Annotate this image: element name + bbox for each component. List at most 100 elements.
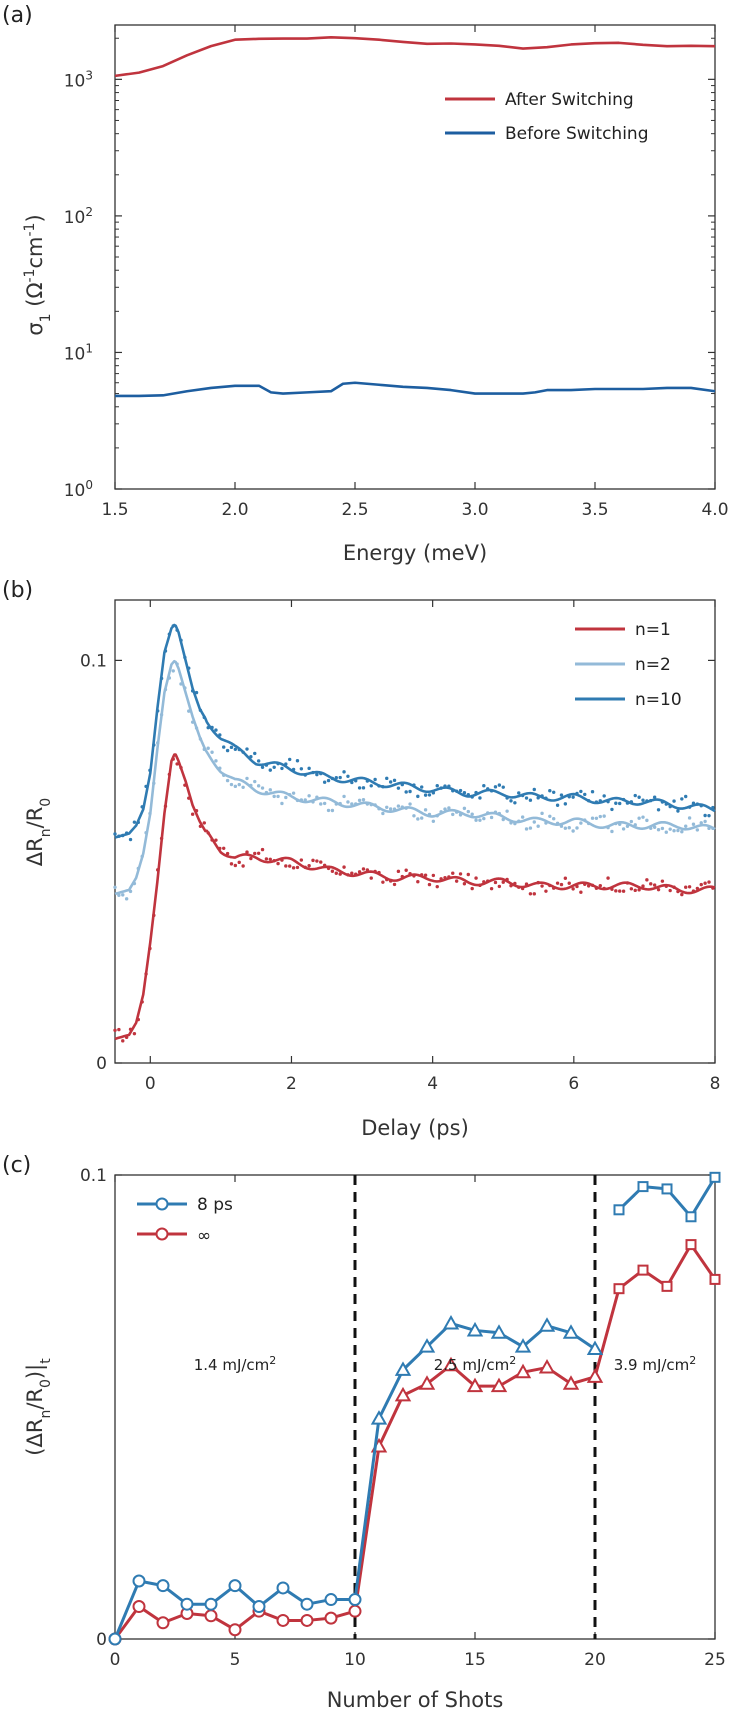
data-point-n-10	[260, 765, 265, 769]
marker-infinity	[132, 1600, 146, 1614]
data-point-n-2	[548, 814, 552, 818]
data-point-n-2	[575, 826, 579, 830]
marker-infinity	[709, 1273, 721, 1285]
data-point-n-10	[346, 774, 350, 778]
data-point-n-1	[256, 851, 261, 855]
data-point-n-1	[462, 882, 467, 886]
data-point-n-10	[373, 777, 377, 782]
data-point-n-10	[482, 783, 486, 788]
data-point-n-2	[451, 812, 455, 817]
series-line-n-2	[114, 659, 716, 896]
data-point-n-2	[699, 821, 703, 825]
data-point-n-1	[544, 889, 548, 893]
marker-infinity	[685, 1239, 697, 1251]
y-tick-label: 0.1	[80, 1166, 107, 1186]
marker-8-ps	[709, 1171, 721, 1183]
data-point-n-10	[280, 766, 284, 771]
data-point-n-1	[369, 876, 373, 880]
data-point-n-10	[307, 766, 311, 771]
data-point-n-10	[408, 789, 412, 794]
data-point-n-2	[396, 804, 401, 808]
data-point-n-10	[552, 790, 556, 794]
marker-infinity	[324, 1611, 338, 1625]
marker-8-ps	[156, 1579, 170, 1593]
x-tick-label: 2.0	[221, 500, 248, 520]
data-point-n-2	[272, 794, 276, 799]
series-line-8-ps	[617, 1176, 717, 1219]
data-point-n-10	[656, 808, 661, 812]
data-point-n-10	[641, 798, 645, 802]
marker-infinity	[562, 1375, 580, 1390]
data-point-n-10	[272, 765, 276, 769]
marker-infinity	[661, 1280, 673, 1292]
data-point-n-2	[466, 809, 470, 814]
data-point-n-2	[291, 791, 296, 795]
y-tick-label: 101	[64, 341, 93, 364]
data-point-n-10	[497, 783, 502, 787]
data-point-n-1	[381, 880, 385, 884]
data-point-n-10	[288, 757, 292, 762]
legend-label-infinity: ∞	[197, 1226, 211, 1246]
marker-8-ps	[586, 1340, 604, 1355]
data-point-n-10	[610, 807, 614, 812]
data-point-n-2	[256, 784, 261, 788]
data-point-n-10	[334, 776, 338, 780]
data-point-n-2	[579, 821, 583, 825]
panel-c-xlabel: Number of Shots	[327, 1688, 504, 1712]
data-point-n-2	[245, 776, 249, 781]
data-point-n-10	[513, 801, 517, 805]
data-point-n-2	[590, 816, 595, 820]
legend-label-8ps: 8 ps	[197, 1195, 233, 1215]
data-point-n-2	[381, 811, 385, 816]
x-tick-label: 4.0	[701, 500, 728, 520]
data-point-n-2	[229, 782, 234, 787]
data-point-n-10	[128, 837, 133, 842]
data-point-n-10	[342, 770, 346, 774]
data-point-n-1	[249, 856, 253, 861]
data-point-n-2	[431, 819, 436, 823]
data-point-n-10	[214, 728, 218, 732]
data-point-n-1	[132, 1031, 137, 1036]
data-point-n-1	[431, 873, 436, 878]
panel-c-legend: 8 ps ∞	[137, 1195, 233, 1246]
data-point-n-1	[334, 871, 338, 875]
data-point-n-10	[680, 797, 684, 801]
data-point-n-1	[629, 887, 634, 891]
data-point-n-1	[540, 884, 544, 888]
data-point-n-1	[680, 892, 684, 897]
data-point-n-1	[361, 867, 366, 871]
data-point-n-10	[579, 789, 583, 794]
data-point-n-10	[396, 786, 401, 790]
panel-b-legend: n=1 n=2 n=10	[575, 620, 682, 710]
data-point-n-2	[416, 817, 420, 821]
data-point-n-1	[423, 873, 428, 877]
marker-infinity	[300, 1613, 314, 1627]
data-point-n-10	[322, 780, 327, 784]
data-point-n-2	[567, 826, 571, 830]
data-point-n-10	[637, 795, 641, 799]
data-point-n-1	[225, 851, 230, 856]
x-tick-label: 0	[145, 1074, 156, 1094]
legend-label-n1: n=1	[635, 620, 671, 640]
x-tick-label: 1.5	[101, 500, 128, 520]
data-point-n-2	[326, 808, 331, 813]
data-point-n-1	[435, 884, 439, 889]
data-point-n-10	[524, 796, 529, 800]
marker-infinity	[538, 1359, 556, 1374]
marker-8-ps	[538, 1317, 556, 1332]
data-point-n-1	[284, 864, 288, 868]
data-point-n-2	[474, 818, 478, 822]
data-point-n-10	[559, 793, 564, 797]
panel-c: (c) 0 5 10 15 20 25 0 0.1 1.4 mJ/cm2 2.5 mJ/cm2…	[2, 1153, 726, 1712]
data-point-n-1	[656, 887, 661, 892]
marker-infinity	[613, 1283, 625, 1295]
data-point-n-10	[618, 801, 622, 806]
data-point-n-1	[649, 882, 653, 886]
legend-marker-infinity	[155, 1227, 169, 1241]
data-point-n-2	[489, 815, 494, 820]
data-point-n-10	[614, 801, 618, 805]
panel-b-xlabel: Delay (ps)	[361, 1116, 469, 1140]
x-tick-label: 8	[710, 1074, 721, 1094]
data-point-n-1	[288, 864, 292, 868]
data-point-n-1	[264, 857, 269, 861]
